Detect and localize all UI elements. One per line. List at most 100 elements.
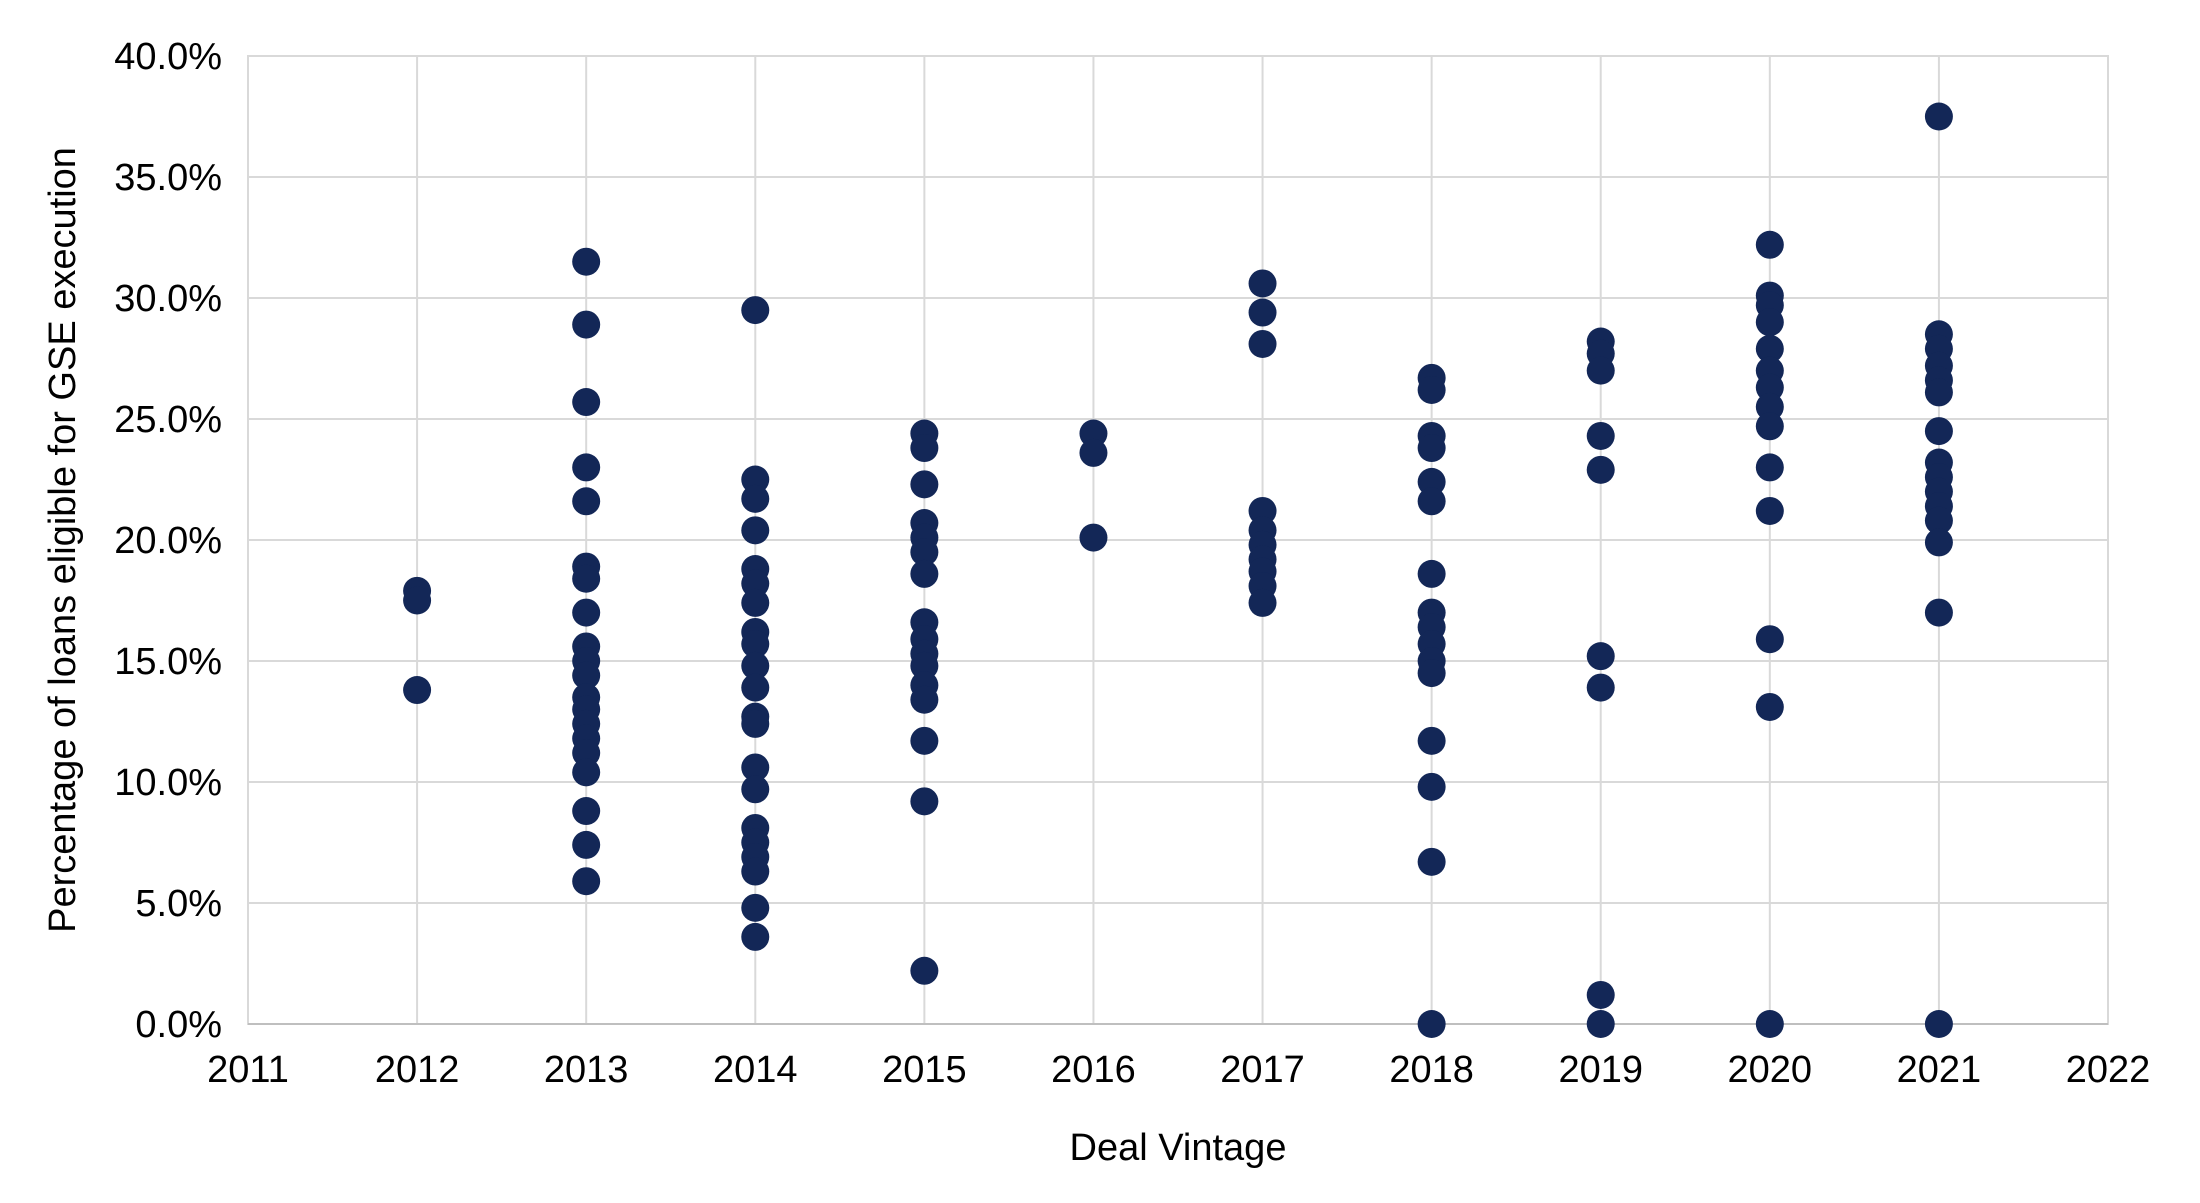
- data-point: [1755, 334, 1784, 363]
- data-point: [741, 651, 770, 680]
- data-point: [1417, 434, 1446, 463]
- y-tick-label: 5.0%: [135, 883, 222, 925]
- y-tick-label: 30.0%: [114, 278, 222, 320]
- data-point: [1586, 1010, 1615, 1038]
- x-tick-label: 2017: [1220, 1049, 1305, 1091]
- data-point: [1417, 487, 1446, 516]
- data-point: [910, 726, 939, 755]
- data-point: [1586, 421, 1615, 450]
- data-point: [1417, 847, 1446, 876]
- y-tick-label: 15.0%: [114, 641, 222, 683]
- data-point: [1586, 642, 1615, 671]
- x-tick-label: 2015: [882, 1049, 967, 1091]
- y-tick-label: 0.0%: [135, 1004, 222, 1046]
- data-point: [741, 673, 770, 702]
- x-tick-label: 2019: [1558, 1049, 1643, 1091]
- data-point: [1755, 373, 1784, 402]
- data-point: [572, 310, 601, 339]
- data-point: [741, 893, 770, 922]
- data-point: [1248, 329, 1277, 358]
- x-tick-label: 2018: [1389, 1049, 1474, 1091]
- data-point: [1079, 523, 1108, 552]
- data-point: [572, 738, 601, 767]
- data-point: [572, 830, 601, 859]
- data-point: [1755, 625, 1784, 654]
- data-point: [741, 775, 770, 804]
- data-point: [910, 685, 939, 714]
- data-point: [1586, 673, 1615, 702]
- data-point: [572, 564, 601, 593]
- data-point: [572, 487, 601, 516]
- data-point: [403, 676, 432, 705]
- data-point: [1755, 308, 1784, 337]
- data-point: [910, 559, 939, 588]
- data-point: [1417, 467, 1446, 496]
- data-point: [572, 758, 601, 787]
- data-point: [741, 296, 770, 325]
- data-point: [741, 569, 770, 598]
- data-point: [572, 453, 601, 482]
- data-point: [1417, 726, 1446, 755]
- data-point: [572, 867, 601, 896]
- data-point: [910, 787, 939, 816]
- data-point: [403, 586, 432, 615]
- data-point: [572, 388, 601, 417]
- data-point: [1755, 412, 1784, 441]
- x-tick-label: 2013: [544, 1049, 629, 1091]
- data-point: [1924, 528, 1953, 557]
- data-point: [1755, 453, 1784, 482]
- data-point: [1924, 598, 1953, 627]
- data-point: [910, 538, 939, 567]
- data-point: [1586, 980, 1615, 1009]
- data-point: [910, 470, 939, 499]
- data-point: [741, 484, 770, 513]
- data-point: [741, 630, 770, 659]
- data-point: [910, 651, 939, 680]
- data-point: [1417, 772, 1446, 801]
- data-point: [741, 588, 770, 617]
- y-tick-label: 20.0%: [114, 520, 222, 562]
- y-tick-label: 35.0%: [114, 157, 222, 199]
- data-point: [1417, 659, 1446, 688]
- y-tick-label: 10.0%: [114, 762, 222, 804]
- data-point: [1755, 1010, 1784, 1038]
- data-point: [572, 661, 601, 690]
- data-point: [741, 516, 770, 545]
- data-point: [572, 247, 601, 276]
- data-point: [1586, 455, 1615, 484]
- data-point: [1755, 692, 1784, 721]
- x-axis-title: Deal Vintage: [1070, 1127, 1287, 1169]
- x-tick-label: 2022: [2066, 1049, 2151, 1091]
- data-point: [741, 922, 770, 951]
- y-tick-label: 25.0%: [114, 399, 222, 441]
- y-axis-title: Percentage of loans eligible for GSE exe…: [42, 147, 84, 933]
- data-point: [1417, 559, 1446, 588]
- data-point: [910, 956, 939, 985]
- data-point: [1924, 378, 1953, 407]
- data-point: [1924, 506, 1953, 535]
- data-point: [1248, 298, 1277, 327]
- data-point: [1079, 438, 1108, 467]
- data-point: [1079, 419, 1108, 448]
- data-point: [1248, 496, 1277, 525]
- data-point: [1417, 375, 1446, 404]
- data-point: [572, 598, 601, 627]
- data-point: [1417, 1010, 1446, 1038]
- data-point: [1755, 392, 1784, 421]
- data-point: [741, 465, 770, 494]
- data-point: [1248, 588, 1277, 617]
- data-point: [572, 797, 601, 826]
- data-point: [1924, 102, 1953, 131]
- data-point: [741, 753, 770, 782]
- x-tick-label: 2021: [1897, 1049, 1982, 1091]
- data-point: [1586, 356, 1615, 385]
- data-point: [1248, 269, 1277, 298]
- data-point: [1755, 496, 1784, 525]
- x-tick-label: 2014: [713, 1049, 798, 1091]
- y-tick-label: 40.0%: [114, 36, 222, 78]
- data-point: [910, 434, 939, 463]
- x-tick-label: 2016: [1051, 1049, 1136, 1091]
- x-tick-label: 2012: [375, 1049, 460, 1091]
